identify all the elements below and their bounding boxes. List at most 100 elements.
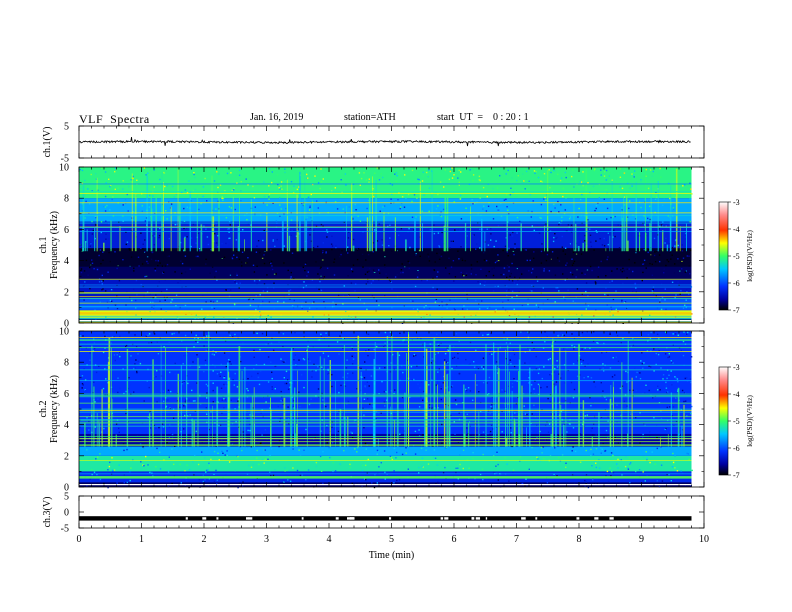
sferic-streak [621,218,623,252]
noise-speck [255,295,257,297]
noise-speck [234,281,236,283]
noise-speck [634,282,637,285]
sferic-streak [227,417,229,447]
noise-speck [537,421,539,423]
noise-speck [280,181,283,183]
noise-speck [114,303,117,305]
noise-speck [160,308,162,310]
noise-speck [540,180,542,182]
noise-speck [415,254,417,256]
noise-speck [495,361,498,363]
noise-speck [331,426,333,428]
noise-speck [507,255,509,257]
noise-speck [183,380,185,382]
noise-speck [585,449,587,452]
noise-speck [151,251,154,253]
noise-speck [157,285,159,287]
noise-speck [262,300,264,303]
noise-speck [201,441,203,444]
noise-speck [271,371,273,373]
noise-speck [485,259,488,262]
noise-speck [364,361,366,363]
noise-speck [305,479,307,481]
noise-speck [367,253,370,256]
noise-speck [462,228,465,230]
noise-speck [217,452,219,454]
noise-speck [595,309,597,311]
noise-speck [155,259,157,262]
noise-speck [594,168,596,170]
noise-speck [376,167,378,169]
noise-speck [164,279,166,281]
noise-speck [613,229,615,231]
noise-speck [212,301,215,303]
noise-speck [603,370,605,372]
noise-speck [281,188,283,190]
noise-speck [104,368,106,370]
noise-speck [381,270,383,272]
noise-speck [434,301,437,303]
noise-speck [537,365,539,367]
noise-speck [629,200,631,202]
narrowband-line [79,351,692,352]
noise-speck [210,458,212,461]
noise-speck [528,362,531,364]
noise-speck [252,298,254,301]
noise-speck [451,367,453,370]
noise-speck [587,376,589,378]
noise-speck [357,446,359,449]
noise-speck [375,300,378,302]
sferic-streak [189,191,191,252]
noise-speck [291,252,294,254]
noise-speck [609,467,611,469]
noise-speck [405,452,407,454]
noise-speck [273,307,275,310]
noise-speck [658,350,660,352]
noise-speck [410,366,413,368]
noise-speck [111,300,113,302]
noise-speck [528,270,530,272]
noise-speck [290,271,292,274]
noise-speck [590,430,593,432]
noise-speck [458,181,460,183]
noise-speck [531,341,533,344]
noise-speck [539,349,541,351]
noise-speck [458,340,460,342]
noise-speck [136,371,138,374]
noise-speck [153,169,155,171]
noise-speck [505,173,507,175]
noise-speck [550,171,552,174]
noise-speck [238,287,240,289]
noise-speck [326,442,328,444]
noise-speck [553,236,555,239]
noise-speck [195,314,197,316]
noise-speck [610,452,613,454]
noise-speck [170,433,173,435]
noise-speck [302,365,304,368]
sferic-streak [481,218,483,252]
noise-speck [163,346,165,348]
noise-speck [97,398,99,400]
noise-speck [223,352,226,354]
noise-speck [414,430,417,433]
sferic-streak [291,348,293,447]
noise-speck [88,458,90,461]
noise-speck [401,365,403,367]
noise-speck [164,299,166,301]
noise-speck [329,456,331,459]
noise-speck [328,314,330,316]
noise-speck [310,217,312,219]
noise-speck [660,308,663,311]
noise-speck [465,437,468,439]
noise-speck [159,468,162,470]
noise-speck [224,190,226,192]
noise-speck [445,361,448,363]
noise-speck [181,383,184,385]
noise-speck [668,374,670,376]
noise-speck [351,355,353,357]
noise-speck [621,299,623,302]
noise-speck [104,195,107,198]
noise-speck [123,449,125,452]
noise-speck [212,437,214,439]
noise-speck [573,348,575,350]
